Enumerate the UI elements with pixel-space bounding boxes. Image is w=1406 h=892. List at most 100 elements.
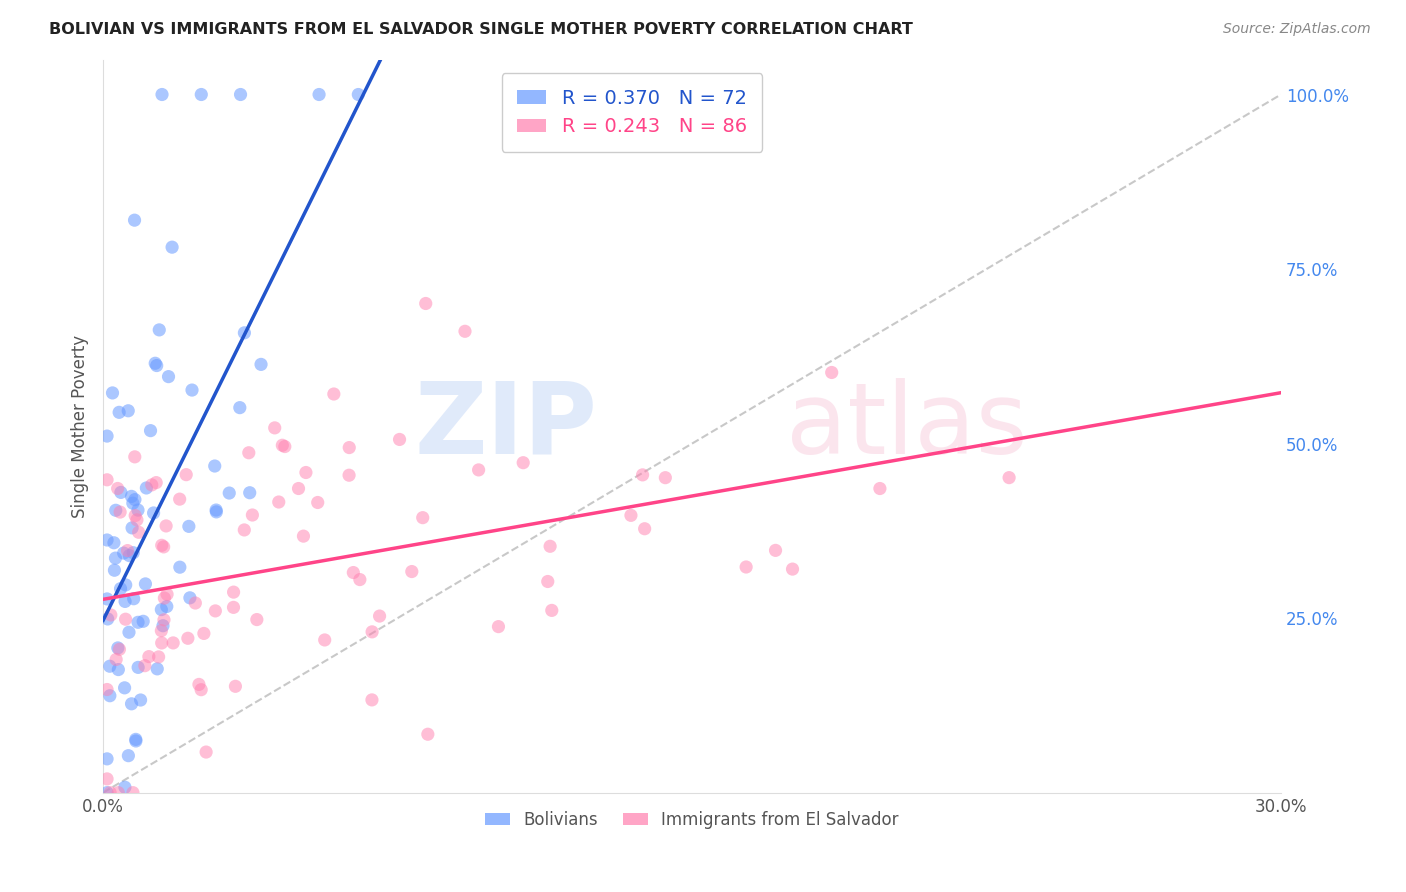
Text: BOLIVIAN VS IMMIGRANTS FROM EL SALVADOR SINGLE MOTHER POVERTY CORRELATION CHART: BOLIVIAN VS IMMIGRANTS FROM EL SALVADOR … [49, 22, 912, 37]
Point [124, 450, 146, 464]
Point [124, 492, 146, 507]
Point [160, 240, 183, 254]
Point [107, 663, 129, 677]
Point [308, 87, 330, 102]
Point [104, 503, 127, 517]
Point [156, 599, 179, 614]
Text: Source: ZipAtlas.com: Source: ZipAtlas.com [1223, 22, 1371, 37]
Point [96, 429, 118, 443]
Point [347, 87, 370, 102]
Point [96, 533, 118, 547]
Point [114, 780, 136, 795]
Point [98, 659, 121, 673]
Point [152, 540, 174, 554]
Point [274, 440, 297, 454]
Point [143, 356, 166, 370]
Point [233, 523, 256, 537]
Point [153, 591, 176, 606]
Point [190, 87, 212, 102]
Point [135, 481, 157, 495]
Text: ZIP: ZIP [415, 377, 598, 475]
Point [107, 482, 129, 496]
Point [122, 546, 145, 560]
Point [239, 485, 262, 500]
Point [620, 508, 643, 523]
Point [107, 786, 129, 800]
Point [401, 565, 423, 579]
Point [104, 551, 127, 566]
Point [107, 640, 129, 655]
Point [148, 649, 170, 664]
Point [121, 521, 143, 535]
Point [287, 482, 309, 496]
Point [121, 697, 143, 711]
Point [250, 358, 273, 372]
Point [127, 660, 149, 674]
Point [121, 489, 143, 503]
Point [415, 296, 437, 310]
Point [368, 609, 391, 624]
Point [314, 632, 336, 647]
Point [337, 441, 360, 455]
Point [114, 578, 136, 592]
Point [190, 682, 212, 697]
Point [117, 404, 139, 418]
Point [124, 213, 146, 227]
Point [292, 529, 315, 543]
Point [263, 421, 285, 435]
Point [117, 543, 139, 558]
Point [193, 626, 215, 640]
Point [122, 591, 145, 606]
Point [148, 323, 170, 337]
Point [103, 563, 125, 577]
Point [114, 681, 136, 695]
Point [821, 366, 844, 380]
Point [98, 689, 121, 703]
Point [105, 652, 128, 666]
Point [103, 535, 125, 549]
Point [138, 649, 160, 664]
Point [174, 467, 197, 482]
Point [146, 662, 169, 676]
Point [229, 87, 252, 102]
Point [242, 508, 264, 522]
Point [388, 433, 411, 447]
Point [150, 602, 173, 616]
Point [224, 679, 246, 693]
Point [631, 467, 654, 482]
Point [118, 625, 141, 640]
Point [295, 466, 318, 480]
Point [142, 506, 165, 520]
Point [540, 603, 562, 617]
Point [179, 591, 201, 605]
Point [150, 636, 173, 650]
Point [869, 482, 891, 496]
Point [322, 387, 344, 401]
Point [118, 549, 141, 563]
Point [145, 359, 167, 373]
Point [96, 752, 118, 766]
Point [150, 624, 173, 638]
Point [181, 383, 204, 397]
Point [110, 485, 132, 500]
Point [121, 496, 143, 510]
Point [467, 463, 489, 477]
Point [169, 560, 191, 574]
Point [108, 642, 131, 657]
Point [96, 772, 118, 786]
Point [195, 745, 218, 759]
Point [537, 574, 560, 589]
Point [271, 438, 294, 452]
Point [512, 456, 534, 470]
Point [100, 607, 122, 622]
Point [267, 495, 290, 509]
Point [187, 677, 209, 691]
Point [361, 693, 384, 707]
Text: atlas: atlas [786, 377, 1028, 475]
Point [307, 495, 329, 509]
Point [633, 522, 655, 536]
Point [96, 473, 118, 487]
Point [132, 615, 155, 629]
Point [342, 566, 364, 580]
Point [654, 471, 676, 485]
